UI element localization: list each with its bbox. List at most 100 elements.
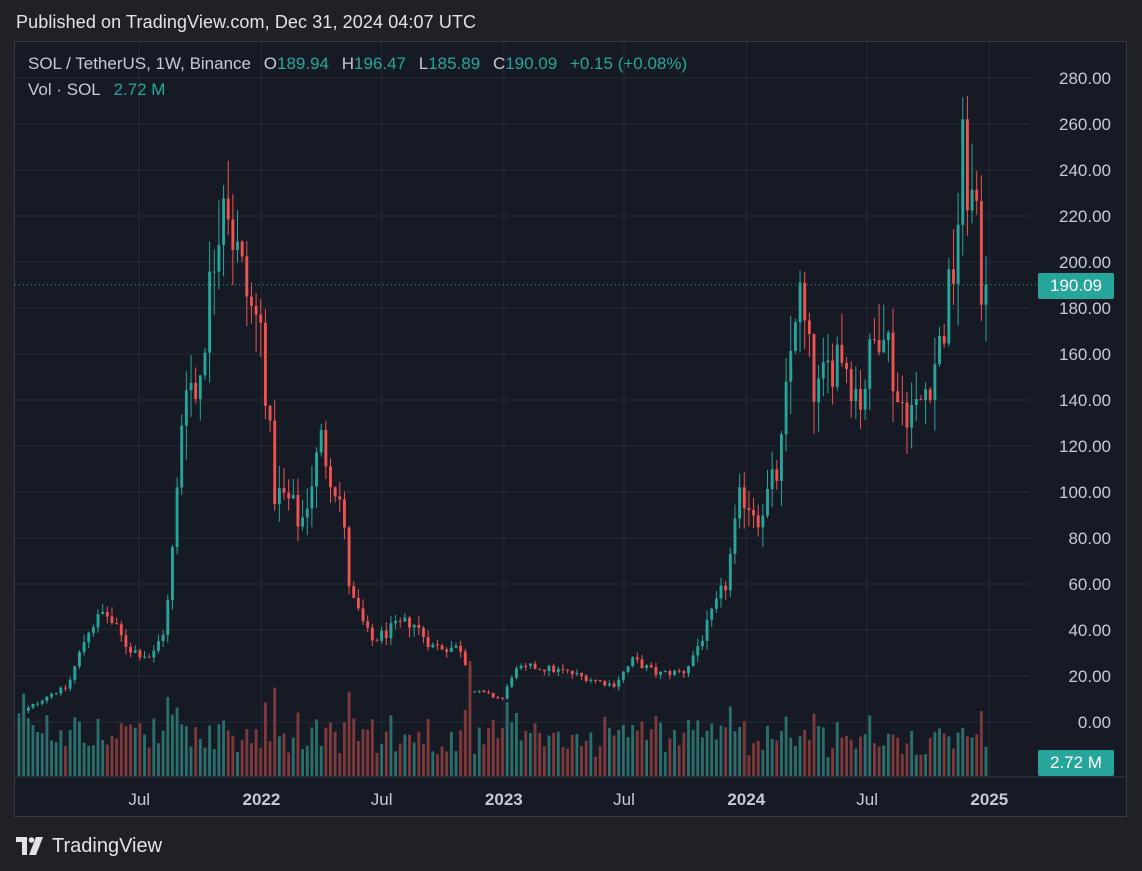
candle-body [621, 671, 625, 680]
volume-bar [501, 728, 504, 776]
candle-body [896, 391, 900, 402]
y-tick-label: 120.00 [1059, 437, 1111, 456]
candle-body [877, 340, 881, 353]
volume-bar [687, 720, 690, 776]
volume-bar [138, 723, 142, 776]
candle-body [231, 219, 235, 251]
volume-bar [914, 754, 918, 776]
candle-body [170, 547, 174, 601]
volume-bar [584, 740, 588, 776]
volume-bar [82, 742, 86, 776]
candle-body [719, 585, 723, 599]
ohlc-legend: SOL / TetherUS, 1W, Binance O189.94 H196… [28, 54, 687, 74]
volume-bar [700, 737, 704, 776]
candle-body [384, 630, 388, 639]
candle-body [835, 344, 839, 387]
volume-bar [119, 723, 123, 776]
candle-body [700, 640, 704, 647]
candle-body [198, 375, 202, 400]
candle-body [380, 630, 384, 641]
volume-bar [900, 753, 904, 776]
candle-body [519, 665, 523, 669]
volume-bar [845, 735, 848, 776]
volume-bar [538, 732, 542, 776]
candle-body [872, 339, 876, 341]
volume-bar [147, 747, 151, 776]
volume-bar [389, 715, 393, 776]
candle-body [166, 600, 170, 635]
volume-bar [124, 726, 128, 776]
candle-body [417, 624, 421, 628]
x-tick-label: 2023 [485, 790, 523, 809]
candle-body [626, 666, 630, 672]
candle-body [119, 624, 123, 636]
volume-bar [924, 754, 928, 776]
volume-bar [635, 730, 639, 776]
candle-body [110, 616, 114, 624]
candle-body [273, 420, 277, 505]
volume-bar [115, 738, 119, 776]
volume-bar [342, 722, 346, 776]
volume-bar [803, 729, 807, 776]
candle-body [31, 704, 35, 708]
volume-bar [798, 736, 802, 776]
candlestick-chart[interactable]: 280.00 260.00 240.00 220.00 200.00 180.00 160.… [15, 42, 1126, 816]
candle-body [691, 655, 695, 667]
y-tick-label: 100.00 [1059, 483, 1111, 502]
x-tick-label: Jul [613, 790, 635, 809]
volume-bar [170, 714, 174, 776]
candle-body [175, 487, 179, 548]
candle-body [589, 679, 593, 682]
change-value: +0.15 (+0.08%) [569, 54, 688, 73]
candle-body [226, 198, 230, 220]
low-key: L [418, 54, 429, 73]
volume-bar [756, 740, 760, 776]
volume-bar [129, 724, 133, 776]
volume-bar [807, 740, 811, 776]
candle-body [389, 623, 393, 639]
volume-bar [356, 740, 360, 776]
volume-bar [984, 746, 988, 776]
candle-body [501, 697, 504, 699]
volume-bar [891, 734, 895, 776]
tradingview-logo[interactable]: TradingView [16, 834, 162, 858]
volume-bar [231, 735, 235, 776]
volume-bar [305, 745, 309, 776]
volume-bar [542, 746, 546, 776]
volume-bar [477, 727, 481, 776]
volume-bar [575, 733, 579, 776]
volume-bar [821, 727, 825, 776]
candle-body [277, 487, 281, 505]
high-key: H [341, 54, 354, 73]
candle-body [710, 608, 714, 620]
volume-bar [110, 735, 114, 776]
candle-body [914, 399, 918, 405]
volume-bar [198, 739, 202, 776]
candle-body [635, 657, 639, 660]
candle-body [496, 697, 500, 699]
candle-body [798, 282, 802, 323]
volume-bar [394, 751, 398, 776]
candle-body [412, 624, 416, 628]
chart-frame[interactable]: 280.00 260.00 240.00 220.00 200.00 180.00 160.… [14, 41, 1127, 817]
y-tick-label: 200.00 [1059, 253, 1111, 272]
volume-bar [761, 750, 765, 776]
volume-bar [101, 740, 105, 776]
candle-body [463, 651, 467, 665]
volume-bar [184, 726, 188, 776]
candle-body [54, 693, 58, 695]
volume-bar [714, 739, 718, 776]
volume-bar [938, 728, 941, 776]
candle-body [291, 494, 295, 499]
candle-body [408, 617, 411, 628]
volume-bar [598, 745, 602, 776]
x-tick-label: Jul [128, 790, 150, 809]
volume-bar [408, 734, 411, 776]
candle-body [184, 390, 188, 426]
candle-body [473, 691, 477, 693]
volume-bar [347, 692, 351, 776]
candle-body [682, 671, 686, 674]
volume-bar [882, 745, 886, 776]
candle-body [821, 362, 825, 379]
candle-body [938, 335, 941, 365]
